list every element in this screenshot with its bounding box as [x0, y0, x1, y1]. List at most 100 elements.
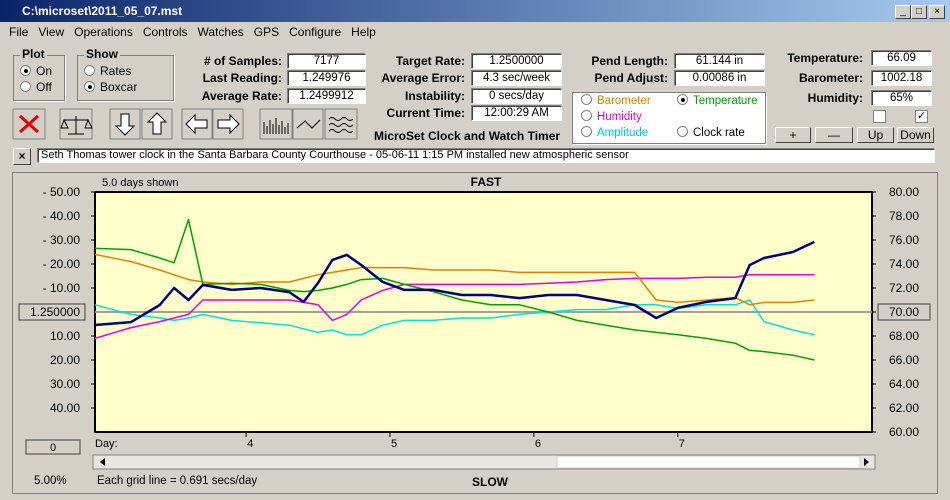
menu-item[interactable]: Help — [351, 25, 376, 39]
zoom-level: 5.00% — [34, 475, 67, 487]
min-button[interactable] — [25, 439, 81, 455]
top-label: FAST — [471, 175, 502, 189]
field-label: Instability: — [404, 89, 465, 103]
field-value: 61.144 in — [674, 53, 765, 69]
adjust-button[interactable]: — — [815, 127, 853, 143]
up-button[interactable] — [141, 108, 173, 140]
scroll-thumb[interactable] — [556, 455, 861, 469]
days-shown: 5.0 days shown — [102, 177, 178, 189]
note[interactable]: Seth Thomas tower clock in the Santa Bar… — [37, 148, 935, 163]
series-option-label: Amplitude — [597, 127, 649, 139]
y2-tick-label: 68.00 — [889, 329, 919, 343]
y2-tick-label: 66.00 — [889, 353, 919, 367]
field-value: 12:00:29 AM — [471, 105, 562, 121]
series-option-label: Temperature — [693, 95, 758, 107]
radio-option[interactable]: On — [20, 64, 52, 78]
close[interactable]: × — [929, 5, 945, 19]
radio-option[interactable]: Off — [20, 80, 52, 94]
radio-option[interactable]: Boxcar — [84, 80, 137, 94]
rate-box — [18, 303, 86, 321]
bars-button[interactable] — [259, 108, 293, 140]
series-line — [94, 218, 815, 361]
y2-tick-label: 74.00 — [889, 257, 919, 271]
adjust-button[interactable]: Down — [897, 127, 934, 143]
checkbox[interactable]: ✓ — [915, 110, 928, 123]
radio-option[interactable]: Rates — [84, 64, 131, 78]
y-tick-label: - 40.00 — [43, 209, 81, 223]
app-name: MicroSet Clock and Watch Timer — [374, 129, 561, 143]
adjust-button[interactable]: + — [775, 127, 811, 143]
y-tick-label: 40.00 — [50, 401, 80, 415]
scroll-right[interactable] — [864, 458, 869, 466]
radio-label: Off — [36, 80, 52, 94]
y-tick-label: - 20.00 — [43, 257, 81, 271]
series-line — [94, 274, 815, 340]
series-selector — [572, 92, 766, 144]
series-option[interactable]: Humidity — [581, 110, 642, 123]
series-line — [94, 299, 815, 336]
grid-info: Each grid line = 0.691 secs/day — [97, 475, 258, 487]
radio-label: Rates — [100, 64, 132, 78]
stop-button[interactable] — [12, 108, 46, 140]
y2-tick-label: 64.00 — [889, 377, 919, 391]
menu-item[interactable]: Operations — [74, 25, 133, 39]
clear-note[interactable]: × — [13, 148, 31, 165]
checkbox[interactable] — [873, 110, 886, 123]
field-label: Pend Adjust: — [594, 71, 668, 85]
menu-item[interactable]: View — [38, 25, 65, 39]
adjust-button[interactable]: Up — [857, 127, 894, 143]
field-value: 0 secs/day — [471, 88, 562, 104]
x-tick-label: 6 — [535, 438, 541, 450]
right-button[interactable] — [212, 108, 244, 140]
x-tick-label: 7 — [679, 438, 685, 450]
down-button[interactable] — [109, 108, 141, 140]
field-value: 1002.18 — [871, 70, 932, 86]
series-option[interactable]: Amplitude — [581, 126, 648, 139]
y2-tick-label: 60.00 — [889, 425, 919, 439]
group-title: Plot — [20, 47, 47, 61]
field-label: Humidity: — [807, 91, 863, 105]
field-label: Average Error: — [381, 71, 465, 85]
y-tick-label: - 10.00 — [43, 281, 81, 295]
scroll-left[interactable] — [100, 458, 105, 466]
field-label: # of Samples: — [203, 54, 282, 68]
field-label: Pend Length: — [591, 54, 668, 68]
field-value: 1.2500000 — [471, 53, 562, 69]
field-label: Temperature: — [787, 51, 863, 65]
left-button[interactable] — [181, 108, 213, 140]
minimize[interactable]: _ — [895, 5, 911, 19]
series-option[interactable]: Clock rate — [677, 126, 745, 139]
field-label: Target Rate: — [395, 54, 465, 68]
temp-box — [877, 303, 931, 321]
field-value: 1.249976 — [287, 70, 366, 86]
window-title: C:\microset\2011_05_07.mst — [22, 4, 183, 18]
toolbar — [12, 108, 358, 140]
radio-label: On — [36, 64, 53, 78]
menu-item[interactable]: GPS — [253, 25, 280, 39]
y-tick-label: 1.250000 — [30, 305, 80, 319]
maximize[interactable]: □ — [911, 5, 927, 19]
menu-item[interactable]: Configure — [289, 25, 342, 39]
field-value: 1.2499912 — [287, 88, 366, 104]
group-title: Show — [84, 47, 120, 61]
field-value: 66.09 — [871, 50, 932, 66]
line-button[interactable] — [292, 108, 324, 140]
show-group — [77, 55, 174, 101]
series-line — [94, 240, 815, 327]
menu-item[interactable]: Controls — [142, 25, 188, 39]
title-bar — [0, 0, 950, 22]
wave-button[interactable] — [324, 108, 358, 140]
series-option[interactable]: Temperature — [677, 94, 758, 107]
y2-tick-label: 62.00 — [889, 401, 919, 415]
y-tick-label: - 30.00 — [43, 233, 81, 247]
series-option[interactable]: Barometer — [581, 94, 651, 107]
menu-item[interactable]: File — [9, 25, 29, 39]
balance-button[interactable] — [59, 108, 93, 140]
menu-item[interactable]: Watches — [197, 25, 244, 39]
bottom-label: SLOW — [472, 475, 509, 489]
field-value: 65% — [871, 90, 932, 106]
field-label: Last Reading: — [202, 71, 282, 85]
y2-tick-label: 76.00 — [889, 233, 919, 247]
x-tick-label: 5 — [391, 438, 397, 450]
